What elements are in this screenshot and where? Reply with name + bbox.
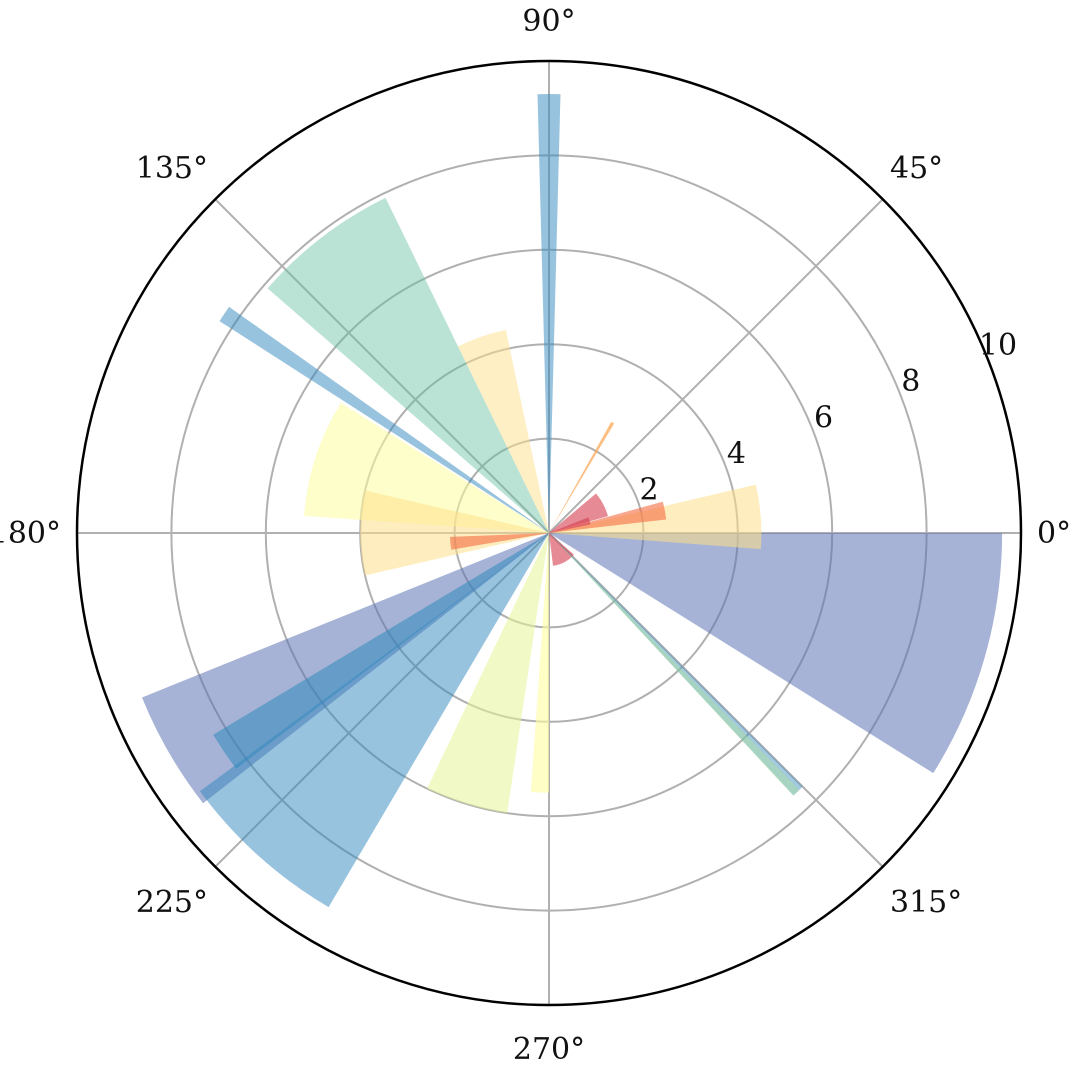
angle-label-0: 0° [1037,516,1071,551]
grid-spoke-45 [548,198,884,534]
bar-16 [427,533,549,814]
radial-label-8: 8 [901,364,920,399]
bar-3 [549,493,608,533]
bar-11 [360,490,549,576]
bar-7 [457,329,549,533]
angle-label-225: 225° [136,885,208,920]
angle-label-90: 90° [522,4,575,39]
grid-spoke-315 [548,532,884,868]
bar-12 [449,533,549,550]
angle-label-180: 180° [0,516,61,551]
angle-label-270: 270° [513,1032,585,1066]
frame-circle [75,59,1023,1007]
tick-labels: 0° 45° 90° 135° 180° 225° 270° 315° 2 4 6 8 10 [0,4,1071,1066]
bars-group [142,94,1003,908]
radial-label-4: 4 [727,436,746,471]
bar-5 [549,421,615,533]
bar-6 [537,94,561,533]
bar-4 [549,517,591,533]
bar-18 [549,533,574,566]
grid-spoke-135 [214,198,550,534]
radial-label-10: 10 [979,328,1017,363]
bar-8 [267,197,549,534]
bar-17 [530,533,549,793]
radial-label-6: 6 [814,400,833,435]
angle-label-45: 45° [890,151,943,186]
outer-frame [75,59,1023,1007]
bar-14 [213,533,549,769]
bar-15 [199,533,549,908]
bar-20 [549,533,800,796]
radial-label-2: 2 [640,473,659,508]
angle-label-135: 135° [136,151,208,186]
bar-9 [219,306,549,533]
bar-0 [549,533,1003,774]
angle-label-315: 315° [890,885,962,920]
